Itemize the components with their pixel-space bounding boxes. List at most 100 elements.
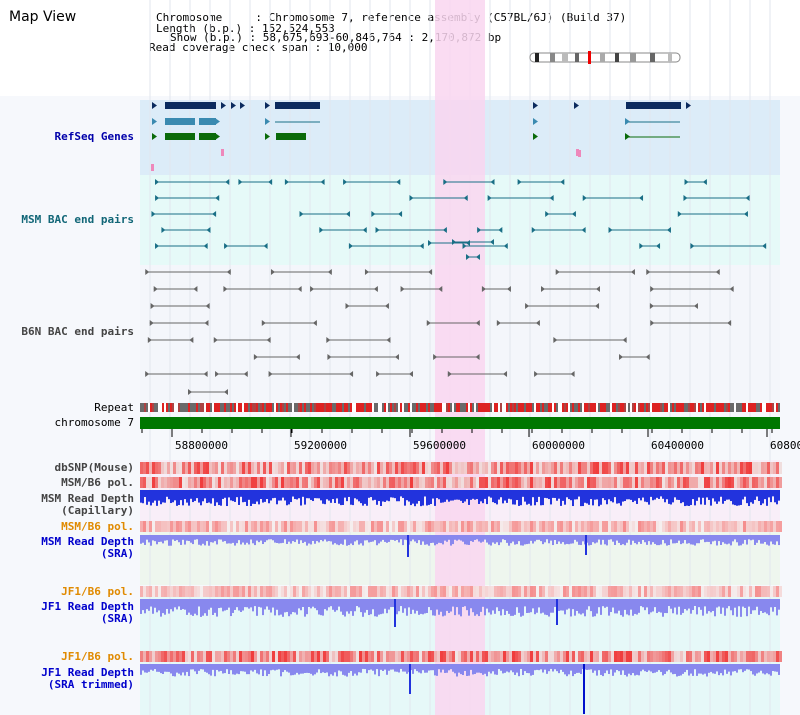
dbsnp-cell	[323, 462, 326, 474]
repeat-cell	[514, 403, 516, 412]
dbsnp-cell	[524, 462, 527, 474]
jf1-b6-pol-trim-cell	[770, 651, 773, 662]
dbsnp-cell	[536, 462, 539, 474]
msm-b6-pol-cell	[638, 477, 641, 488]
track-label-repeat[interactable]: Repeat	[94, 401, 134, 414]
jf1-b6-pol-cell	[203, 586, 206, 597]
msm-b6-pol-sra-cell	[341, 521, 344, 532]
jf1-depth-trim-bar	[412, 664, 414, 674]
jf1-depth-trim-bar	[298, 664, 300, 675]
track-label-msm-b6-pol-1[interactable]: MSM/B6 pol.	[61, 476, 134, 489]
jf1-b6-pol-trim-cell	[719, 651, 722, 662]
jf1-b6-pol-trim-cell	[638, 651, 641, 662]
msm-b6-pol-sra-cell	[749, 521, 752, 532]
msm-depth-cap-bar	[676, 490, 678, 500]
dbsnp-cell	[443, 462, 446, 474]
jf1-depth-trim-bar	[534, 664, 536, 671]
msm-b6-pol-sra-cell	[614, 521, 617, 532]
jf1-depth-sra-bar	[482, 599, 484, 607]
msm-depth-cap-bar	[720, 490, 722, 497]
repeat-cell	[238, 403, 240, 412]
msm-depth-sra-bar	[516, 535, 518, 545]
jf1-depth-trim-bar	[396, 664, 398, 672]
repeat-cell	[146, 403, 148, 412]
jf1-depth-sra-bar	[250, 599, 252, 608]
jf1-depth-sra-bar	[278, 599, 280, 616]
dbsnp-cell	[608, 462, 611, 474]
msm-b6-pol-sra-cell	[653, 521, 656, 532]
dbsnp-cell	[692, 462, 695, 474]
track-label-b6n-bac[interactable]: B6N BAC end pairs	[21, 325, 134, 338]
track-label-refseq[interactable]: RefSeq Genes	[54, 130, 134, 143]
msm-bac-pair-end	[375, 227, 380, 233]
repeat-cell	[732, 403, 734, 412]
repeat-cell	[674, 403, 676, 412]
msm-b6-pol-sra-cell	[680, 521, 683, 532]
jf1-depth-trim-bar	[234, 664, 236, 675]
jf1-depth-sra-bar	[696, 599, 698, 615]
dbsnp-cell	[338, 462, 341, 474]
msm-depth-cap-bar	[312, 490, 314, 502]
jf1-depth-trim-bar	[394, 664, 396, 672]
track-label-dbsnp[interactable]: dbSNP(Mouse)	[54, 461, 134, 474]
jf1-b6-pol-cell	[407, 586, 410, 597]
jf1-depth-trim-bar	[276, 664, 278, 670]
msm-b6-pol-cell	[461, 477, 464, 488]
jf1-depth-trim-bar	[378, 664, 380, 677]
msm-b6-pol-sra-cell	[344, 521, 347, 532]
jf1-depth-sra-bar	[310, 599, 312, 609]
track-label-msm-bac[interactable]: MSM BAC end pairs	[21, 213, 134, 226]
jf1-depth-trim-bar	[644, 664, 646, 672]
msm-depth-cap-bar	[578, 490, 580, 497]
b6n-bac-pair-end	[715, 269, 720, 275]
b6n-bac-pair-end	[253, 354, 258, 360]
track-label-jf1-depth-sra[interactable]: JF1 Read Depth	[41, 600, 134, 613]
msm-b6-pol-cell	[590, 477, 593, 488]
msm-b6-pol-cell	[158, 477, 161, 488]
jf1-depth-trim-bar	[168, 664, 170, 672]
jf1-depth-trim-bar	[222, 664, 224, 674]
msm-bac-pair-end	[745, 195, 750, 201]
dbsnp-cell	[767, 462, 770, 474]
dbsnp-cell	[335, 462, 338, 474]
msm-b6-pol-sra-cell	[239, 521, 242, 532]
track-label-jf1-b6-pol-2[interactable]: JF1/B6 pol.	[61, 650, 134, 663]
msm-depth-cap-bar	[502, 490, 504, 504]
jf1-b6-pol-trim-cell	[584, 651, 587, 662]
msm-depth-sra-bar	[558, 535, 560, 542]
jf1-depth-trim-bar	[188, 664, 190, 677]
track-label-msm-depth-sra[interactable]: MSM Read Depth	[41, 535, 134, 548]
msm-depth-cap-bar	[240, 490, 242, 497]
track-label-msm-depth-cap[interactable]: MSM Read Depth	[41, 492, 134, 505]
repeat-cell	[208, 403, 210, 412]
jf1-depth-sra-bar	[252, 599, 254, 612]
jf1-depth-trim-bar	[716, 664, 718, 672]
dbsnp-cell	[356, 462, 359, 474]
track-label-jf1-depth-trim[interactable]: JF1 Read Depth	[41, 666, 134, 679]
msm-depth-sra-bar	[618, 535, 620, 543]
track-label-msm-b6-pol-2[interactable]: MSM/B6 pol.	[61, 520, 134, 533]
jf1-depth-sra-bar	[530, 599, 532, 613]
msm-depth-cap-bar	[342, 490, 344, 505]
repeat-cell	[498, 403, 500, 412]
msm-depth-cap-bar	[558, 490, 560, 499]
dbsnp-cell	[605, 462, 608, 474]
b6n-bac-pair-end	[226, 269, 231, 275]
repeat-cell	[638, 403, 640, 412]
msm-depth-cap-bar	[736, 490, 738, 506]
jf1-b6-pol-cell	[200, 586, 203, 597]
msm-depth-cap-bar	[186, 490, 188, 503]
jf1-depth-trim-bar	[608, 664, 610, 674]
msm-b6-pol-cell	[623, 477, 626, 488]
b6n-bac-pair-end	[203, 371, 208, 377]
msm-depth-sra-bar	[262, 535, 264, 545]
track-label-jf1-b6-pol-1[interactable]: JF1/B6 pol.	[61, 585, 134, 598]
msm-depth-cap-bar	[178, 490, 180, 505]
dbsnp-cell	[215, 462, 218, 474]
jf1-b6-pol-cell	[491, 586, 494, 597]
msm-b6-pol-sra-cell	[665, 521, 668, 532]
msm-b6-pol-sra-cell	[149, 521, 152, 532]
jf1-depth-sra-bar	[230, 599, 232, 617]
msm-depth-sra-bar	[218, 535, 220, 540]
